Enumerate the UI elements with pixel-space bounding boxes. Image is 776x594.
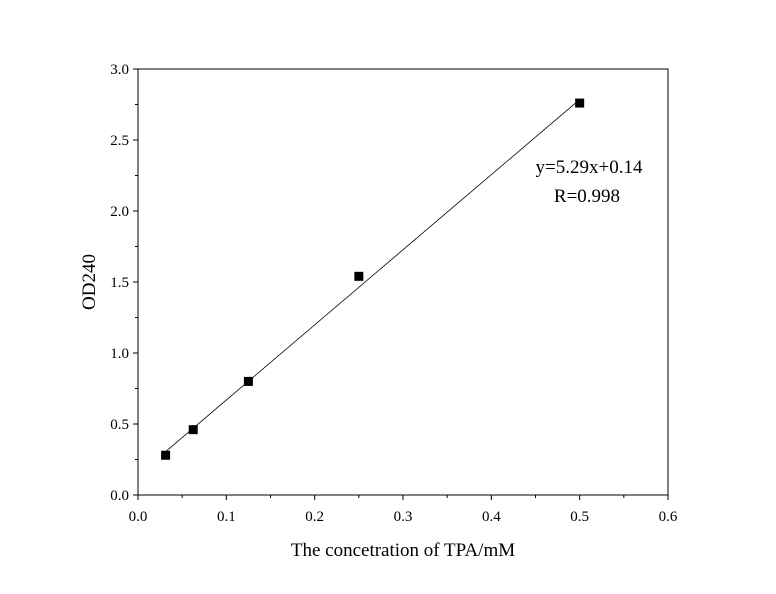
y-axis-title: OD240: [79, 254, 100, 310]
x-tick-label: 0.0: [129, 509, 148, 525]
y-tick-label: 1.0: [110, 346, 129, 362]
equation-annotation: y=5.29x+0.14: [536, 157, 643, 178]
r-value-annotation: R=0.998: [554, 186, 620, 207]
data-point: [243, 376, 253, 386]
plot-frame: [137, 68, 669, 496]
x-axis-title: The concetration of TPA/mM: [291, 540, 515, 561]
data-point: [188, 425, 198, 435]
x-tick-label: 0.3: [394, 509, 413, 525]
x-tick-label: 0.2: [305, 509, 324, 525]
data-point: [575, 98, 585, 108]
y-tick-label: 2.0: [110, 204, 129, 220]
y-axis: 0.0 0.5 1.0 1.5 2.0 2.5 3.0: [110, 62, 138, 504]
y-tick-label: 3.0: [110, 62, 129, 78]
data-point: [354, 271, 364, 281]
y-tick-label: 0.0: [110, 488, 129, 504]
x-tick-label: 0.6: [659, 509, 678, 525]
y-tick-label: 1.5: [110, 275, 129, 291]
x-tick-label: 0.5: [570, 509, 589, 525]
x-tick-label: 0.4: [482, 509, 501, 525]
data-point: [161, 450, 171, 460]
x-tick-label: 0.1: [217, 509, 236, 525]
y-tick-label: 0.5: [110, 417, 129, 433]
fit-line: [165, 99, 580, 452]
y-tick-label: 2.5: [110, 133, 129, 149]
x-axis: 0.0 0.1 0.2 0.3 0.4 0.5 0.6: [129, 495, 678, 525]
data-points: [161, 98, 585, 460]
